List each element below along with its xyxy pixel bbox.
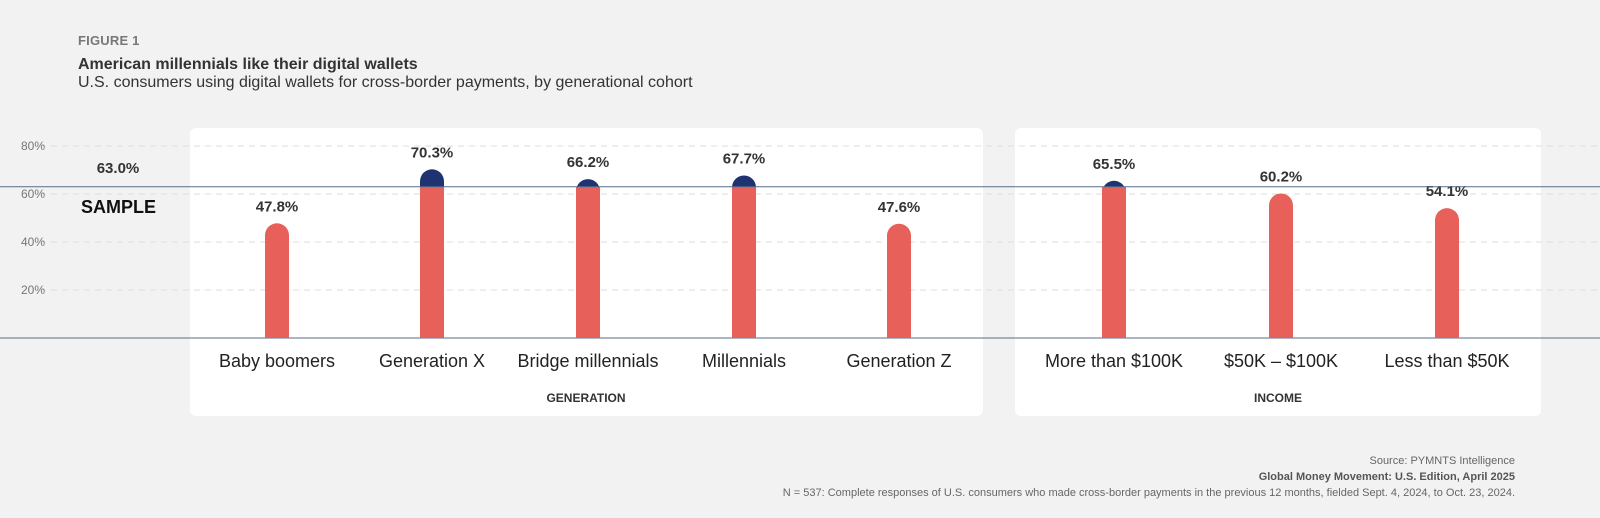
data-label: 60.2% <box>1260 169 1303 186</box>
bar-below-sample <box>1102 186 1126 338</box>
sample-label: SAMPLE <box>81 197 156 217</box>
category-label: Less than $50K <box>1384 351 1509 371</box>
data-label: 66.2% <box>567 154 610 171</box>
bar <box>265 223 289 338</box>
data-label: 70.3% <box>411 144 454 161</box>
footer-note: N = 537: Complete responses of U.S. cons… <box>782 487 1515 499</box>
data-label: 47.8% <box>256 198 299 215</box>
category-label: Generation X <box>379 351 485 371</box>
y-tick-label: 80% <box>21 139 45 153</box>
bar <box>1435 208 1459 338</box>
figure-label: FIGURE 1 <box>78 33 140 48</box>
bar <box>887 223 911 338</box>
data-label: 54.1% <box>1426 183 1469 200</box>
bar-chart: 20% 40% 60% 80% 47.8% Baby boomers 70.3% Genera… <box>0 139 1600 405</box>
category-label: Millennials <box>702 351 786 371</box>
group-label: INCOME <box>1254 391 1302 405</box>
category-label: Bridge millennials <box>517 351 658 371</box>
y-tick-label: 60% <box>21 187 45 201</box>
category-label: Baby boomers <box>219 351 335 371</box>
y-tick-label: 20% <box>21 283 45 297</box>
bar <box>1269 193 1293 338</box>
category-label: Generation Z <box>846 351 951 371</box>
bar-below-sample <box>420 186 444 338</box>
data-label: 67.7% <box>723 151 766 168</box>
sample-value-label: 63.0% <box>97 160 140 177</box>
chart-subtitle: U.S. consumers using digital wallets for… <box>78 74 693 91</box>
footer-source: Source: PYMNTS Intelligence <box>1369 455 1515 467</box>
bar-below-sample <box>732 186 756 338</box>
data-label: 65.5% <box>1093 156 1136 173</box>
y-tick-label: 40% <box>21 235 45 249</box>
bar-below-sample <box>576 186 600 338</box>
category-label: $50K – $100K <box>1224 351 1338 371</box>
data-label: 47.6% <box>878 199 921 216</box>
category-label: More than $100K <box>1045 351 1183 371</box>
chart-title: American millennials like their digital … <box>78 56 418 73</box>
footer-report: Global Money Movement: U.S. Edition, Apr… <box>1258 471 1515 483</box>
group-label: GENERATION <box>546 391 625 405</box>
